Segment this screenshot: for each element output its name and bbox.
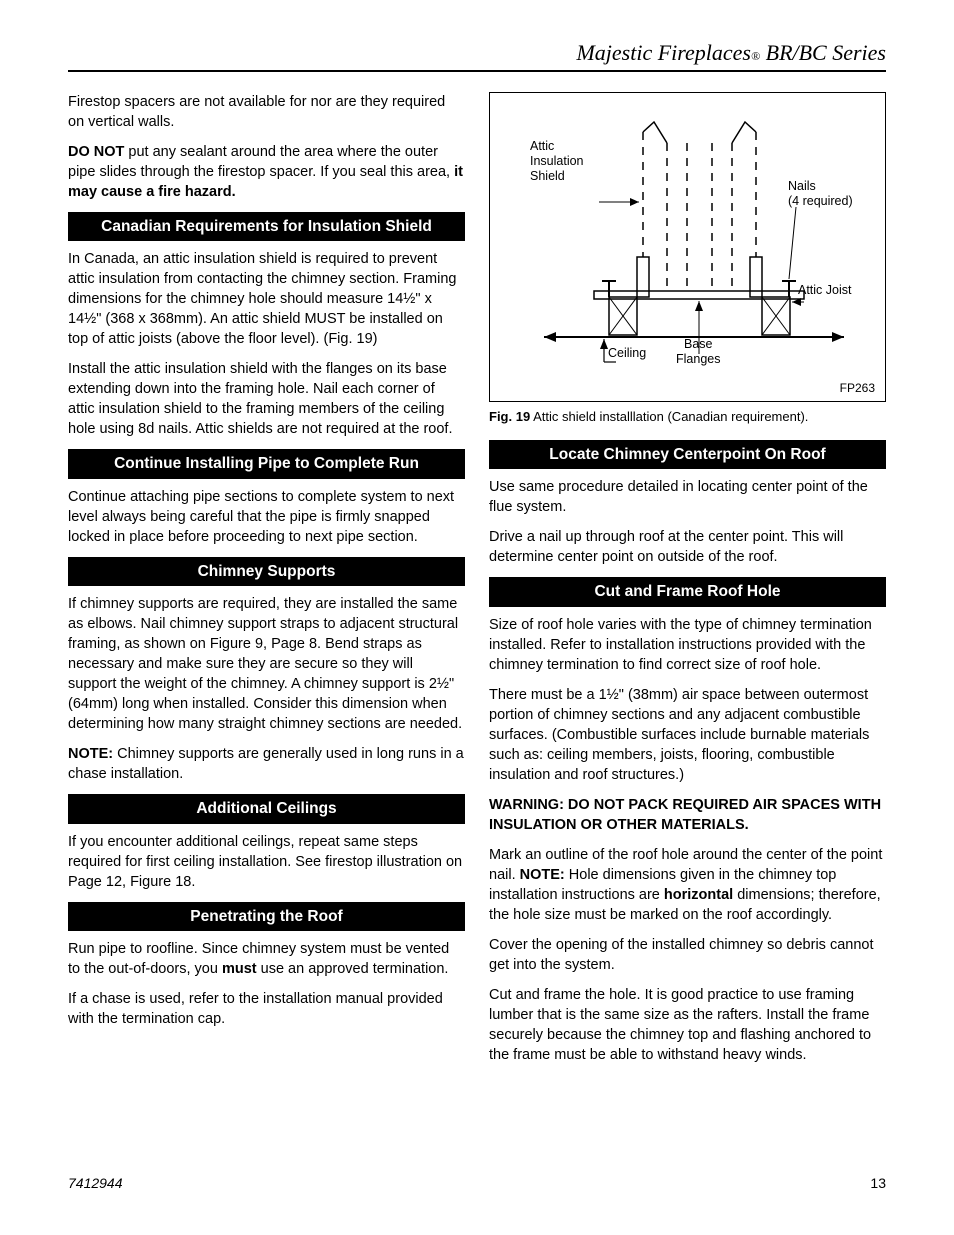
page-number: 13 — [870, 1175, 886, 1191]
document-number: 7412944 — [68, 1175, 123, 1191]
locate-paragraph-1: Use same procedure detailed in locating … — [489, 477, 886, 517]
mark-note: NOTE: — [520, 867, 565, 883]
nails-label: Nails (4 required) — [788, 179, 853, 209]
right-column: Attic Insulation Shield Nails (4 require… — [489, 92, 886, 1075]
supports-note-paragraph: NOTE: Chimney supports are generally use… — [68, 744, 465, 784]
firestop-paragraph: Firestop spacers are not available for n… — [68, 92, 465, 132]
additional-paragraph: If you encounter additional ceilings, re… — [68, 832, 465, 892]
figure-label: Fig. 19 — [489, 409, 530, 424]
base-flanges-label: Base Flanges — [676, 337, 720, 367]
mark-paragraph: Mark an outline of the roof hole around … — [489, 845, 886, 925]
cut-paragraph-1: Size of roof hole varies with the type o… — [489, 615, 886, 675]
run-post: use an approved termination. — [257, 961, 449, 977]
attic-shield-label: Attic Insulation Shield — [530, 139, 584, 184]
install-shield-paragraph: Install the attic insulation shield with… — [68, 359, 465, 439]
brand-name: Majestic Fireplaces — [576, 40, 751, 65]
joist-label: Attic Joist — [798, 283, 852, 298]
additional-section-heading: Additional Ceilings — [68, 794, 465, 823]
frame-paragraph: Cut and frame the hole. It is good pract… — [489, 985, 886, 1065]
donot-bold: DO NOT — [68, 144, 124, 160]
page-footer: 7412944 13 — [68, 1175, 886, 1191]
cover-paragraph: Cover the opening of the installed chimn… — [489, 935, 886, 975]
warning-bold: WARNING: DO NOT PACK REQUIRED AIR SPACES… — [489, 797, 881, 833]
content-columns: Firestop spacers are not available for n… — [68, 92, 886, 1075]
warning-paragraph: WARNING: DO NOT PACK REQUIRED AIR SPACES… — [489, 795, 886, 835]
supports-section-heading: Chimney Supports — [68, 557, 465, 586]
continue-paragraph: Continue attaching pipe sections to comp… — [68, 487, 465, 547]
page-header: Majestic Fireplaces® BR/BC Series — [68, 40, 886, 72]
note-text: Chimney supports are generally used in l… — [68, 746, 464, 782]
series-name: BR/BC Series — [766, 40, 886, 65]
figure-19-box: Attic Insulation Shield Nails (4 require… — [489, 92, 886, 402]
cut-paragraph-2: There must be a 1½" (38mm) air space bet… — [489, 685, 886, 785]
continue-section-heading: Continue Installing Pipe to Complete Run — [68, 449, 465, 478]
locate-paragraph-2: Drive a nail up through roof at the cent… — [489, 527, 886, 567]
chase-paragraph: If a chase is used, refer to the install… — [68, 989, 465, 1029]
penetrating-section-heading: Penetrating the Roof — [68, 902, 465, 931]
ceiling-label: Ceiling — [608, 346, 646, 361]
registered-mark: ® — [751, 49, 760, 63]
figure-caption: Fig. 19 Attic shield installlation (Cana… — [489, 408, 886, 426]
figure-caption-text: Attic shield installlation (Canadian req… — [530, 409, 808, 424]
canada-paragraph: In Canada, an attic insulation shield is… — [68, 249, 465, 349]
run-paragraph: Run pipe to roofline. Since chimney syst… — [68, 939, 465, 979]
cut-section-heading: Cut and Frame Roof Hole — [489, 577, 886, 606]
donot-text: put any sealant around the area where th… — [68, 144, 454, 180]
horizontal-bold: horizontal — [664, 887, 733, 903]
canadian-section-heading: Canadian Requirements for Insulation Shi… — [68, 212, 465, 241]
note-label: NOTE: — [68, 746, 113, 762]
left-column: Firestop spacers are not available for n… — [68, 92, 465, 1075]
locate-section-heading: Locate Chimney Centerpoint On Roof — [489, 440, 886, 469]
donot-paragraph: DO NOT put any sealant around the area w… — [68, 142, 465, 202]
must-bold: must — [222, 961, 257, 977]
supports-paragraph: If chimney supports are required, they a… — [68, 594, 465, 734]
fp-code: FP263 — [840, 381, 875, 395]
